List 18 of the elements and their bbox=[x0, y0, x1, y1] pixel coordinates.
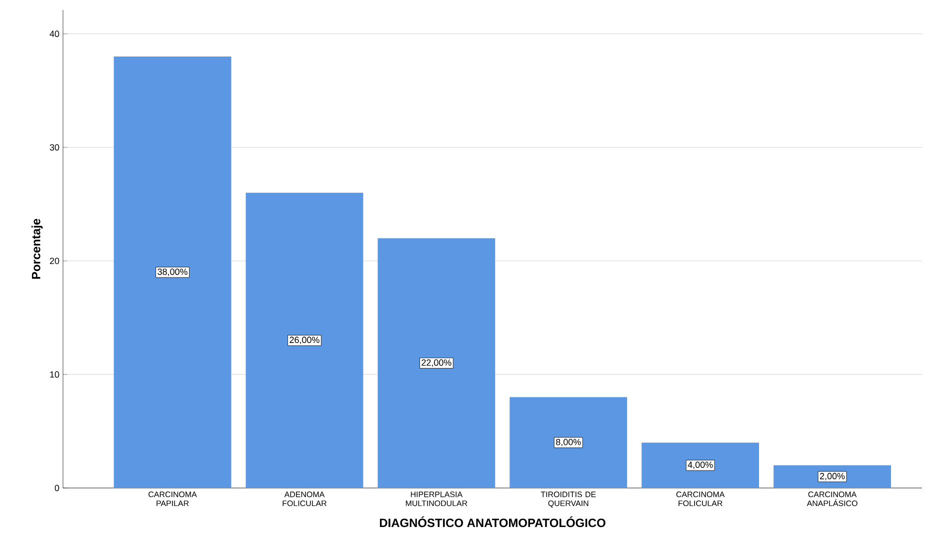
x-axis-title: DIAGNÓSTICO ANATOMOPATOLÓGICO bbox=[380, 516, 606, 528]
bar bbox=[642, 442, 760, 488]
y-tick-label: 0 bbox=[54, 484, 60, 492]
y-axis-title: Porcentaje bbox=[32, 218, 43, 279]
bar bbox=[510, 397, 628, 488]
bar bbox=[114, 56, 232, 488]
data-label: 38,00% bbox=[158, 268, 188, 276]
y-tick-label: 10 bbox=[50, 371, 60, 378]
y-tick-label: 30 bbox=[50, 144, 60, 151]
bar bbox=[246, 192, 364, 488]
bar bbox=[378, 238, 496, 488]
data-label: 4,00% bbox=[688, 462, 713, 469]
y-tick-label: 20 bbox=[50, 258, 60, 264]
data-label: 2,00% bbox=[820, 472, 845, 480]
y-tick-label: 40 bbox=[50, 30, 60, 38]
data-label: 8,00% bbox=[556, 438, 581, 446]
data-label: 26,00% bbox=[290, 336, 320, 344]
data-label: 22,00% bbox=[422, 359, 452, 367]
